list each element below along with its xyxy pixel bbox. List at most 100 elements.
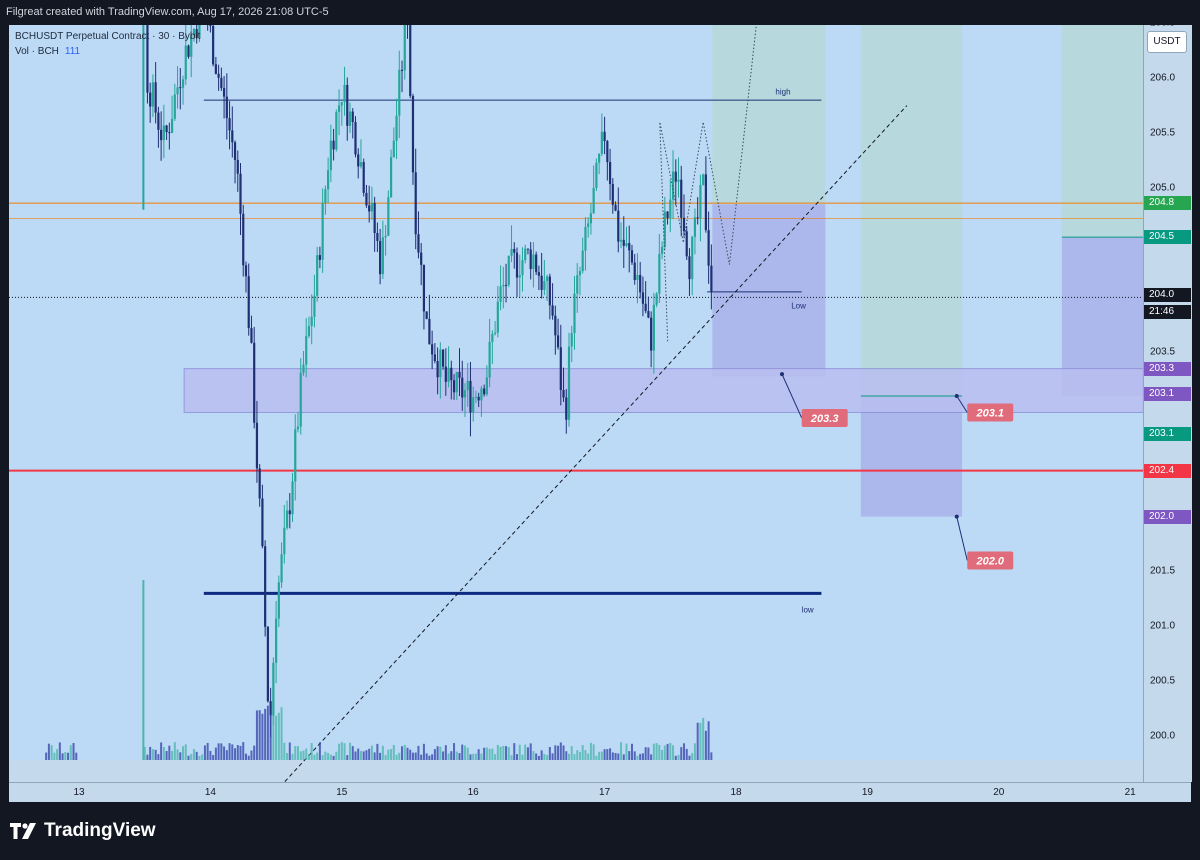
volume-bar xyxy=(392,744,395,760)
volume-bar xyxy=(255,710,258,760)
candle-body xyxy=(581,250,584,272)
volume-bar xyxy=(272,715,275,760)
volume-bar xyxy=(532,751,535,760)
volume-bar xyxy=(151,749,154,760)
volume-bar xyxy=(217,743,220,760)
candle-body xyxy=(146,25,149,93)
projection-path xyxy=(659,25,757,342)
candle-body xyxy=(628,243,631,251)
volume-bar xyxy=(47,743,50,760)
volume-bar xyxy=(220,743,223,760)
candle-body xyxy=(294,429,297,482)
trendline-dashed xyxy=(283,105,908,782)
price-tag: 202.0 xyxy=(1144,509,1191,524)
volume-bar xyxy=(603,749,606,760)
candle-body xyxy=(354,122,357,155)
volume-bar xyxy=(411,752,414,760)
volume-bar xyxy=(584,750,587,760)
currency-button[interactable]: USDT xyxy=(1147,31,1187,53)
volume-bar xyxy=(480,753,483,760)
volume-bar xyxy=(546,755,549,760)
volume-bar xyxy=(223,746,226,760)
candle-body xyxy=(543,281,546,290)
candle-body xyxy=(674,171,677,182)
volume-bar xyxy=(644,747,647,760)
candle-body xyxy=(370,202,374,212)
candle-body xyxy=(507,255,510,285)
volume-bar xyxy=(362,751,365,760)
candle-body xyxy=(403,25,406,71)
candle-body xyxy=(214,64,217,74)
volume-bar xyxy=(704,730,707,760)
candle-body xyxy=(285,510,289,528)
volume-bar xyxy=(56,749,59,760)
chart-plot-area[interactable]: 208.3207.2203.3203.1202.0------------DTT… xyxy=(9,25,1143,782)
time-axis[interactable]: 13 14 15 16 17 18 19 20 21 xyxy=(9,782,1191,803)
candle-body xyxy=(693,217,697,237)
candle-body xyxy=(477,396,480,401)
candle-body xyxy=(537,272,540,276)
volume-bar xyxy=(280,707,283,760)
volume-bar xyxy=(595,755,598,760)
candle-body xyxy=(411,96,415,173)
volume-bar xyxy=(428,755,431,760)
tradingview-logo[interactable]: TradingView xyxy=(10,820,156,842)
candle-body xyxy=(619,239,623,242)
candle-body xyxy=(255,422,259,469)
volume-bar xyxy=(562,745,565,760)
candle-body xyxy=(704,174,707,231)
volume-bar xyxy=(655,743,658,760)
candle-body xyxy=(660,246,664,254)
candle-body xyxy=(707,230,710,266)
candle-body xyxy=(702,174,705,185)
candle-body xyxy=(441,349,445,367)
volume-bar xyxy=(524,744,527,760)
candle-body xyxy=(526,248,530,250)
candle-body xyxy=(266,626,269,702)
volume-bar xyxy=(195,751,198,760)
volume-bar xyxy=(578,751,581,760)
candle-body xyxy=(398,69,401,116)
candle-body xyxy=(176,87,179,95)
volume-bar xyxy=(598,751,601,760)
candle-body xyxy=(452,380,456,393)
price-tick-label: 201.5 xyxy=(1150,565,1176,577)
volume-bar xyxy=(261,713,264,760)
candle-body xyxy=(444,366,447,382)
volume-bar xyxy=(349,742,352,760)
volume-bar xyxy=(658,744,661,760)
volume-bar xyxy=(160,742,163,760)
volume-bar xyxy=(450,751,453,760)
volume-bar xyxy=(234,748,237,760)
candle-body xyxy=(502,284,505,287)
candle-body xyxy=(269,701,272,716)
volume-bar xyxy=(247,755,250,760)
volume-bar xyxy=(288,742,291,760)
candle-body xyxy=(647,311,650,318)
volume-bar xyxy=(403,744,406,760)
volume-bar xyxy=(587,753,590,760)
volume-bar xyxy=(250,750,253,760)
low-lower-label: low xyxy=(802,605,814,614)
volume-bar xyxy=(45,752,48,760)
candle-body xyxy=(518,275,521,278)
candle-body xyxy=(639,274,642,293)
candle-body xyxy=(168,132,171,134)
volume-bar xyxy=(338,743,341,760)
candle-body xyxy=(162,125,165,141)
volume-bar xyxy=(384,755,387,760)
candle-body xyxy=(244,265,248,277)
callout-203-1-leader xyxy=(956,395,968,413)
volume-bar xyxy=(433,749,436,760)
candle-body xyxy=(461,377,464,398)
candle-body xyxy=(650,317,653,351)
volume-bar xyxy=(297,746,299,760)
volume-bar xyxy=(154,749,157,760)
volume-bar xyxy=(64,752,67,760)
volume-bar xyxy=(592,744,595,760)
volume-bar xyxy=(228,743,231,760)
price-axis[interactable]: USDT 211.5211.0210.5210.0209.5209.0208.0… xyxy=(1143,18,1192,820)
volume-bar xyxy=(302,750,305,760)
callout-202-0-anchor xyxy=(954,514,959,519)
volume-bar xyxy=(436,746,439,760)
